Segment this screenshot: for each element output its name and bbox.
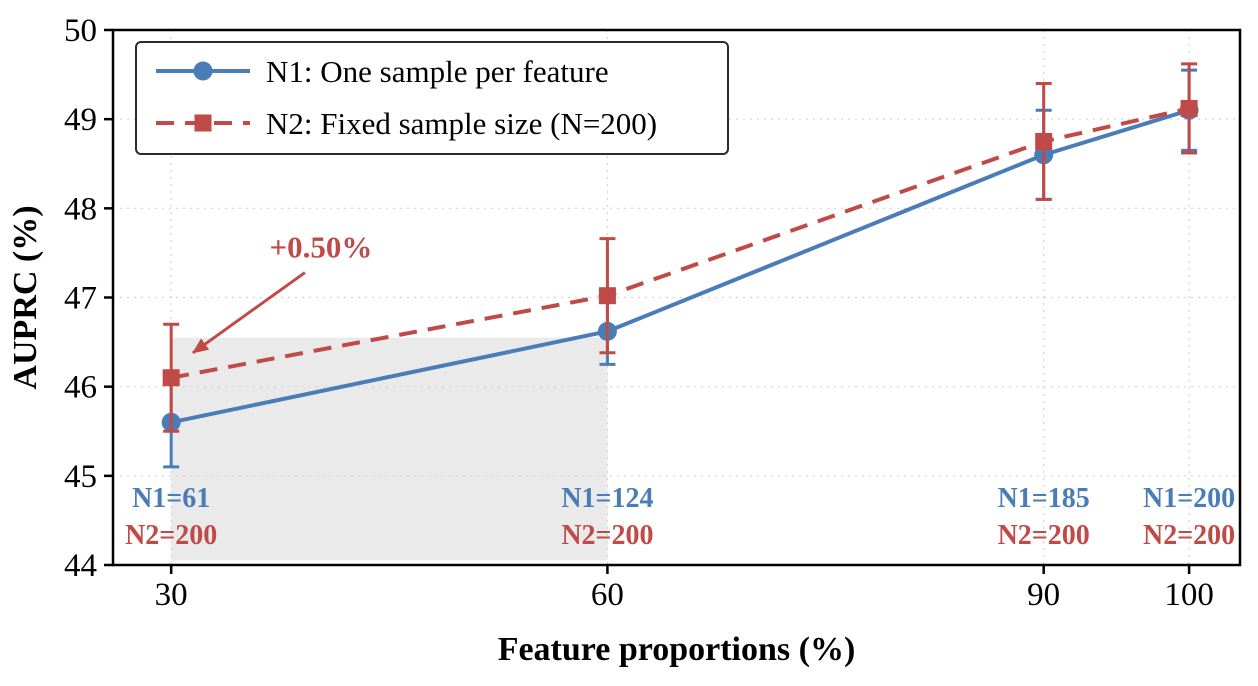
square-marker: [162, 369, 180, 387]
legend-square-marker: [194, 114, 212, 132]
x-tick-label: 100: [1164, 577, 1214, 613]
annotation-text: +0.50%: [269, 229, 372, 264]
y-tick-label: 47: [64, 281, 97, 317]
y-tick-label: 44: [64, 548, 97, 584]
n2-count-label: N2=200: [1143, 520, 1235, 551]
x-axis-label: Feature proportions (%): [498, 631, 856, 668]
x-tick-label: 90: [1027, 577, 1060, 613]
legend-circle-marker: [193, 61, 213, 81]
n1-count-label: N1=185: [998, 483, 1090, 514]
n2-count-label: N2=200: [125, 520, 217, 551]
y-tick-label: 49: [64, 102, 97, 138]
shaded-region: [171, 337, 608, 561]
n1-count-label: N1=124: [561, 483, 653, 514]
n1-count-label: N1=200: [1143, 483, 1235, 514]
y-tick-label: 46: [64, 370, 97, 406]
y-tick-label: 45: [64, 459, 97, 495]
square-marker: [598, 287, 616, 305]
series-line-1: [170, 108, 1190, 425]
series-line-2: [170, 106, 1190, 380]
y-tick-label: 48: [64, 191, 97, 227]
n2-count-label: N2=200: [998, 520, 1090, 551]
legend-entry-label: N1: One sample per feature: [266, 54, 609, 89]
square-marker: [1035, 132, 1053, 150]
y-tick-label: 50: [64, 13, 97, 49]
x-tick-label: 60: [591, 577, 624, 613]
n1-count-label: N1=61: [132, 483, 210, 514]
x-tick-label: 30: [155, 577, 188, 613]
n2-count-label: N2=200: [561, 520, 653, 551]
square-marker: [1180, 99, 1198, 117]
annotation-arrow: [192, 271, 306, 355]
y-axis-label: AUPRC (%): [7, 205, 44, 389]
legend-entry-label: N2: Fixed sample size (N=200): [266, 106, 657, 141]
legend-box: [135, 41, 729, 155]
